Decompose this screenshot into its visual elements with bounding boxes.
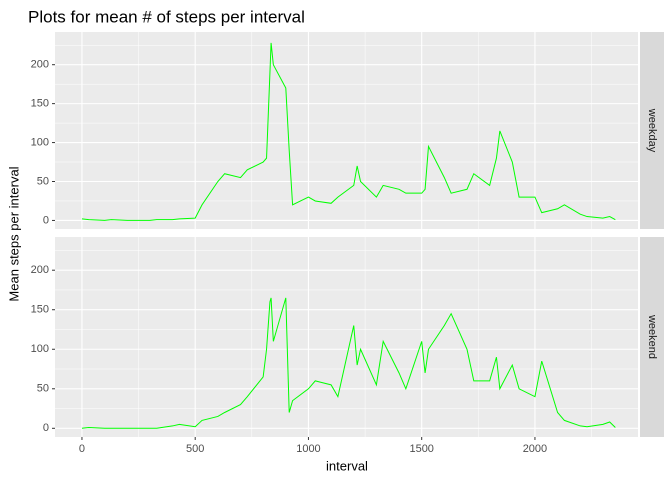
- line: [81, 42, 616, 221]
- y-tick-label: 0: [43, 214, 49, 226]
- x-tick-label: 1500: [409, 443, 433, 455]
- facet-label: weekend: [646, 314, 658, 359]
- x-tick-label: 2000: [523, 443, 547, 455]
- y-tick-label: 100: [31, 343, 49, 355]
- x-axis-label: interval: [326, 458, 368, 473]
- x-tick-label: 0: [79, 443, 85, 455]
- facet-label: weekday: [646, 108, 658, 153]
- chart-title: Plots for mean # of steps per interval: [28, 7, 305, 26]
- x-tick-label: 1000: [296, 443, 320, 455]
- facet-strip: [640, 237, 664, 437]
- y-tick-label: 100: [31, 136, 49, 148]
- facet-strip: [640, 32, 664, 229]
- y-axis-label: Mean steps per interval: [6, 166, 21, 301]
- y-tick-label: 0: [43, 422, 49, 434]
- panel-background: [55, 32, 638, 229]
- y-tick-label: 50: [37, 175, 49, 187]
- y-tick-label: 150: [31, 98, 49, 110]
- y-tick-label: 200: [31, 59, 49, 71]
- x-tick-label: 500: [186, 443, 204, 455]
- y-tick-label: 200: [31, 264, 49, 276]
- panel-background: [55, 237, 638, 437]
- y-tick-label: 50: [37, 383, 49, 395]
- line: [81, 297, 616, 429]
- y-tick-label: 150: [31, 304, 49, 316]
